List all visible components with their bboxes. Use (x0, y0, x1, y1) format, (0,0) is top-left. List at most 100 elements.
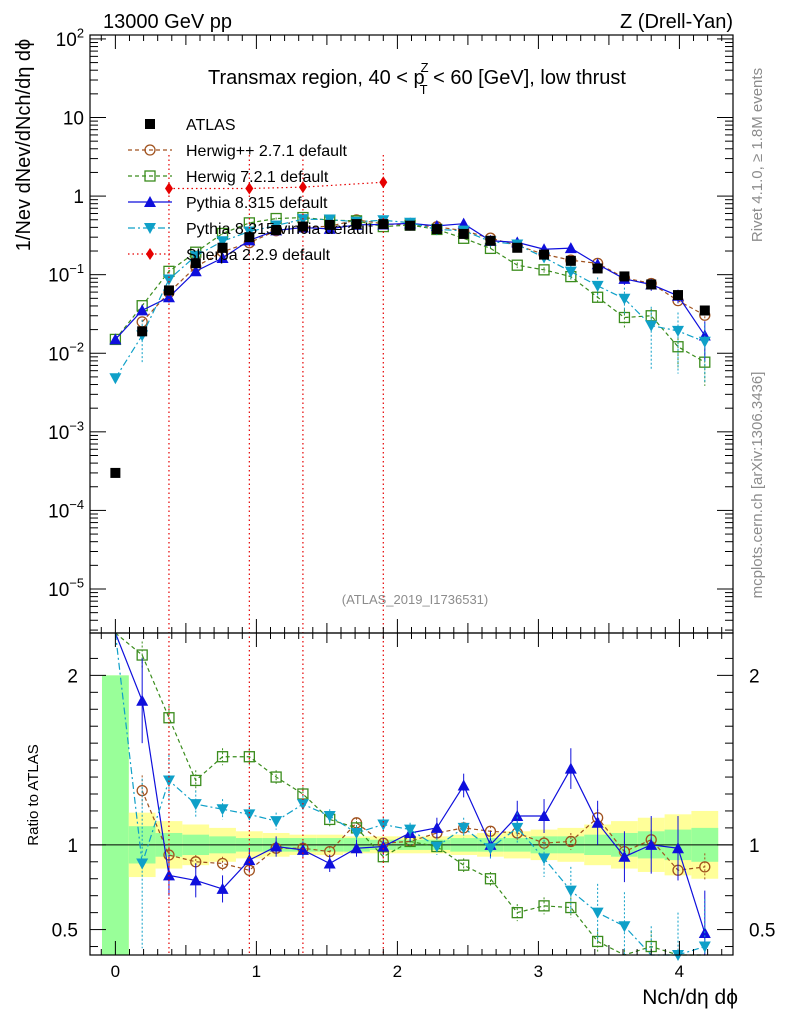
data-point (216, 236, 229, 248)
y-tick-label: 10−1 (48, 261, 84, 287)
legend-marker (144, 170, 156, 182)
ratio-point (511, 810, 524, 822)
data-point (564, 266, 577, 278)
chart-title-sub: T (420, 82, 428, 97)
y-tick-label: 10−3 (48, 418, 84, 444)
ratio-point (136, 694, 149, 706)
data-point (136, 304, 149, 316)
header-left: 13000 GeV pp (103, 11, 232, 33)
ratio-tick-label-right: 0.5 (749, 921, 775, 942)
series-line-main (114, 222, 706, 340)
ratio-point (457, 779, 470, 791)
data-point (565, 255, 576, 266)
y-tick-label: 102 (56, 25, 84, 51)
data-point (162, 291, 175, 303)
axes-layer: 0 1 2 3 4 102 10 1 10−1 10−2 10−3 10−4 10−5 0.5 0.5 1 1 2… (48, 25, 775, 981)
y-tick-label: 10 (63, 109, 84, 130)
ratio-point (136, 858, 149, 870)
y-axis-label-ratio: Ratio to ATLAS (25, 744, 42, 845)
data-point (110, 467, 121, 478)
data-point (672, 325, 685, 337)
ratio-tick-label-right: 1 (749, 836, 760, 857)
legend-label: Sherpa 2.2.9 default (186, 247, 331, 264)
ratio-point (189, 799, 202, 811)
ratio-point (350, 842, 363, 854)
chart-title-pre: Transmax region, 40 < p (208, 67, 425, 89)
data-point (379, 176, 388, 189)
legend-label: Herwig++ 2.7.1 default (186, 143, 348, 160)
chart-title-sup: Z (421, 60, 429, 75)
y-tick-label: 1 (73, 187, 84, 208)
ratio-tick-label-left: 2 (67, 666, 78, 687)
data-point (698, 336, 711, 348)
series-line-main (114, 216, 706, 363)
data-point (405, 220, 416, 231)
data-point (592, 263, 603, 274)
legend-marker (146, 248, 154, 260)
ratio-point (162, 869, 175, 881)
legend-marker (144, 196, 156, 207)
data-point (245, 182, 254, 195)
analysis-id: (ATLAS_2019_I1736531) (342, 592, 488, 607)
ratio-point (430, 821, 443, 833)
chart-title-post: < 60 [GeV], low thrust (428, 67, 627, 89)
ratio-point (243, 854, 256, 866)
series-line-main (141, 219, 706, 323)
ratio-point (564, 885, 577, 897)
legend-marker (144, 144, 156, 156)
ratio-point (457, 822, 470, 834)
ratio-point (538, 810, 551, 822)
ratio-point (645, 838, 658, 850)
x-axis-label: Nch/dη dϕ (642, 986, 738, 1009)
y-tick-label: 10−5 (48, 575, 84, 601)
data-point (217, 242, 228, 253)
x-tick-label: 3 (534, 962, 543, 981)
x-tick-label: 1 (252, 962, 261, 981)
data-point (162, 274, 175, 286)
legend-marker (145, 119, 155, 129)
ratio-point (591, 907, 604, 919)
ratio-point (484, 843, 497, 855)
data-point (458, 228, 469, 239)
ratio-point (216, 857, 229, 870)
tick-exponent: 2 (77, 25, 84, 40)
ratio-point (270, 816, 283, 828)
data-point (324, 219, 335, 230)
data-point (619, 271, 630, 282)
data-point (512, 242, 523, 253)
data-point (591, 280, 604, 292)
ratio-point (565, 835, 577, 848)
ratio-point (216, 751, 229, 763)
ratio-point (270, 840, 283, 852)
tick-exponent: −4 (69, 497, 84, 512)
data-point (109, 333, 122, 345)
ratio-point (190, 774, 202, 787)
ratio-point (377, 819, 390, 831)
series-line-ratio (141, 790, 705, 871)
series-line-ratio (115, 632, 705, 956)
data-point (564, 242, 577, 254)
ratio-point (350, 827, 363, 839)
data-point (591, 291, 604, 303)
legend-label: Pythia 8.315 vincia default (186, 221, 373, 238)
data-point (539, 249, 550, 260)
data-point (296, 214, 309, 226)
ratio-point (404, 824, 417, 836)
data-point (538, 264, 550, 276)
mcplots-label: mcplots.cern.ch [arXiv:1306.3436] (749, 372, 766, 599)
ratio-point (323, 811, 336, 823)
ratio-point (591, 816, 604, 828)
ratio-point (618, 850, 631, 862)
series-0 (136, 214, 711, 883)
data-point (271, 225, 282, 236)
ratio-point (377, 840, 390, 852)
data-point (431, 224, 442, 235)
data-point (189, 250, 202, 262)
ratio-point (243, 751, 255, 763)
data-point (297, 221, 308, 232)
series-sherpa (164, 155, 388, 955)
ratio-tick-label-left: 1 (67, 836, 78, 857)
ratio-point (189, 874, 202, 886)
y-tick-label: 10−4 (48, 497, 84, 523)
